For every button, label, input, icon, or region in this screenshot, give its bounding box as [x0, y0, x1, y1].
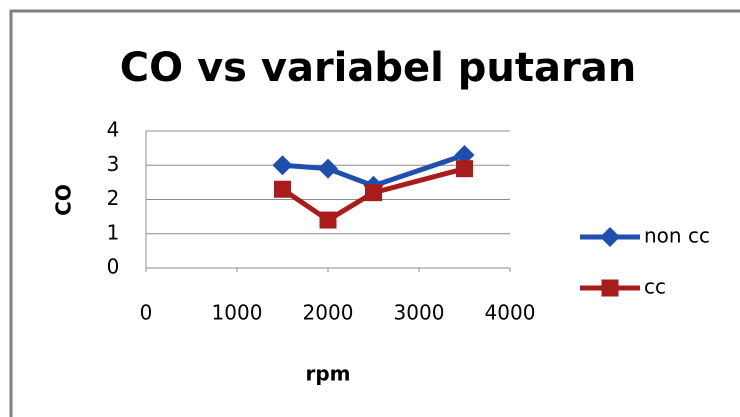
marker: [274, 180, 291, 198]
x-tick-label: 3000: [394, 301, 445, 325]
series-line: [282, 152, 466, 189]
series-line: [281, 166, 466, 223]
marker: [456, 160, 473, 178]
legend-label: cc: [644, 275, 666, 299]
x-axis-label: rpm: [305, 362, 350, 386]
x-tick-label: 2000: [303, 301, 354, 325]
y-axis-label: CO: [52, 184, 76, 216]
marker: [365, 184, 382, 202]
x-tick-label: 1000: [212, 301, 263, 325]
y-tick-label: 0: [107, 255, 120, 279]
marker: [318, 158, 338, 179]
y-tick-label: 1: [107, 220, 120, 244]
legend-label: non cc: [644, 224, 710, 248]
chart-title: CO vs variabel putaran: [120, 45, 636, 91]
chart-border: [9, 9, 740, 417]
marker: [601, 279, 619, 297]
marker: [454, 144, 475, 165]
x-tick-label: 0: [140, 301, 153, 325]
marker: [600, 227, 620, 247]
y-tick-label: 3: [107, 152, 120, 176]
x-tick-label: 4000: [485, 301, 536, 325]
marker: [319, 211, 337, 229]
y-tick-label: 4: [107, 118, 120, 142]
marker: [272, 155, 293, 176]
y-tick-label: 2: [107, 186, 120, 210]
